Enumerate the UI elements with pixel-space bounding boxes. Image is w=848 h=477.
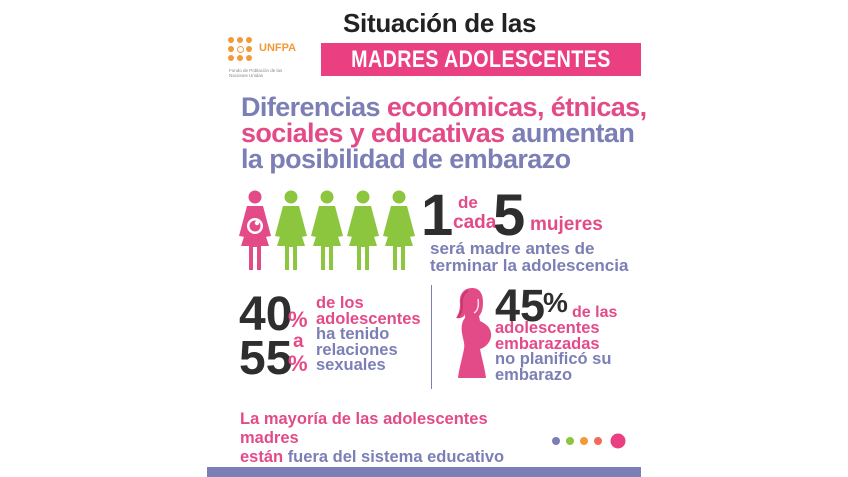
- woman-figure: [311, 190, 343, 270]
- stat3-line-3: embarazadas: [495, 334, 600, 353]
- logo-subtitle: Fondo de Población de las Naciones Unida…: [229, 68, 283, 78]
- logo-dot: [228, 55, 234, 61]
- headline-part-4: aumentan: [511, 118, 635, 148]
- pregnant-woman-figure: [239, 190, 271, 270]
- title-banner: MADRES ADOLESCENTES: [321, 43, 641, 76]
- decorative-dots: [552, 433, 626, 449]
- stat2-a: a: [293, 331, 304, 352]
- logo-dot: [246, 46, 252, 52]
- unfpa-logo-icon: [228, 37, 256, 65]
- stat1-number-b: 5: [493, 183, 526, 248]
- stat3-line-4: no planificó su: [495, 350, 612, 368]
- stat2-line-4: relaciones: [316, 340, 398, 359]
- stat2-line-1: de los: [316, 294, 364, 312]
- footer-line-2b: fuera del sistema educativo: [287, 448, 505, 466]
- pregnant-woman-icon: [456, 288, 492, 378]
- logo-dot: [246, 37, 252, 43]
- stat3-pct: %: [543, 287, 568, 318]
- logo-dot: [237, 55, 243, 61]
- decorative-dot: [552, 437, 560, 445]
- woman-figure: [383, 190, 415, 270]
- decorative-dot: [610, 433, 626, 449]
- stat2-line-2: adolescentes: [316, 309, 421, 328]
- decorative-dot: [566, 437, 574, 445]
- logo-dot: [246, 55, 252, 61]
- stat2-description: de los adolescentes ha tenido relaciones…: [316, 294, 426, 374]
- logo-dot: [228, 46, 234, 52]
- headline-part-5: la posibilidad de embarazo: [241, 144, 571, 174]
- logo-dot: [228, 37, 234, 43]
- stat2-low: 40: [239, 288, 293, 341]
- women-figures: [239, 190, 415, 270]
- logo-dot: [237, 46, 244, 53]
- stat2-high-pct: %: [288, 351, 308, 376]
- stat1-de: de: [458, 193, 478, 212]
- stat1-line-1: será madre antes de: [430, 239, 595, 258]
- headline-part-2: económicas, étnicas,: [386, 92, 647, 122]
- footer-line-1: La mayoría de las adolescentes madres: [240, 410, 488, 447]
- stat3-number: 45: [495, 280, 546, 331]
- headline: Diferencias económicas, étnicas, sociale…: [241, 92, 661, 174]
- title-banner-text: MADRES ADOLESCENTES: [351, 46, 611, 73]
- stat3-line-5: embarazo: [495, 365, 573, 384]
- stat3-de-las: de las: [572, 304, 618, 321]
- decorative-dot: [594, 437, 602, 445]
- stat1-mujeres: mujeres: [530, 214, 603, 235]
- divider: [431, 285, 432, 389]
- stat3-description: adolescentes embarazadas no planificó su…: [495, 319, 645, 384]
- decorative-dot: [580, 437, 588, 445]
- headline-part-3: sociales y educativas: [241, 118, 512, 148]
- logo-name: UNFPA: [259, 42, 297, 54]
- headline-part-1: Diferencias: [241, 92, 387, 122]
- stat1-cada: cada: [453, 212, 497, 233]
- bottom-bar: [207, 467, 641, 477]
- footer-text: La mayoría de las adolescentes madres es…: [240, 410, 550, 467]
- stat2-line-3: ha tenido: [316, 325, 390, 343]
- stat2-line-5: sexuales: [316, 356, 386, 374]
- stat1-description: será madre antes de terminar la adolesce…: [430, 240, 670, 274]
- stat2-low-pct: %: [288, 307, 308, 332]
- stat2-high: 55: [239, 332, 293, 385]
- stat1-line-2: terminar la adolescencia: [430, 256, 629, 275]
- footer-line-2a: están: [240, 448, 288, 466]
- woman-figure: [347, 190, 379, 270]
- stat1-number-a: 1: [421, 183, 454, 248]
- page-title: Situación de las: [343, 8, 537, 38]
- woman-figure: [275, 190, 307, 270]
- stat3-line-2: adolescentes: [495, 319, 600, 337]
- logo-dot: [237, 37, 243, 43]
